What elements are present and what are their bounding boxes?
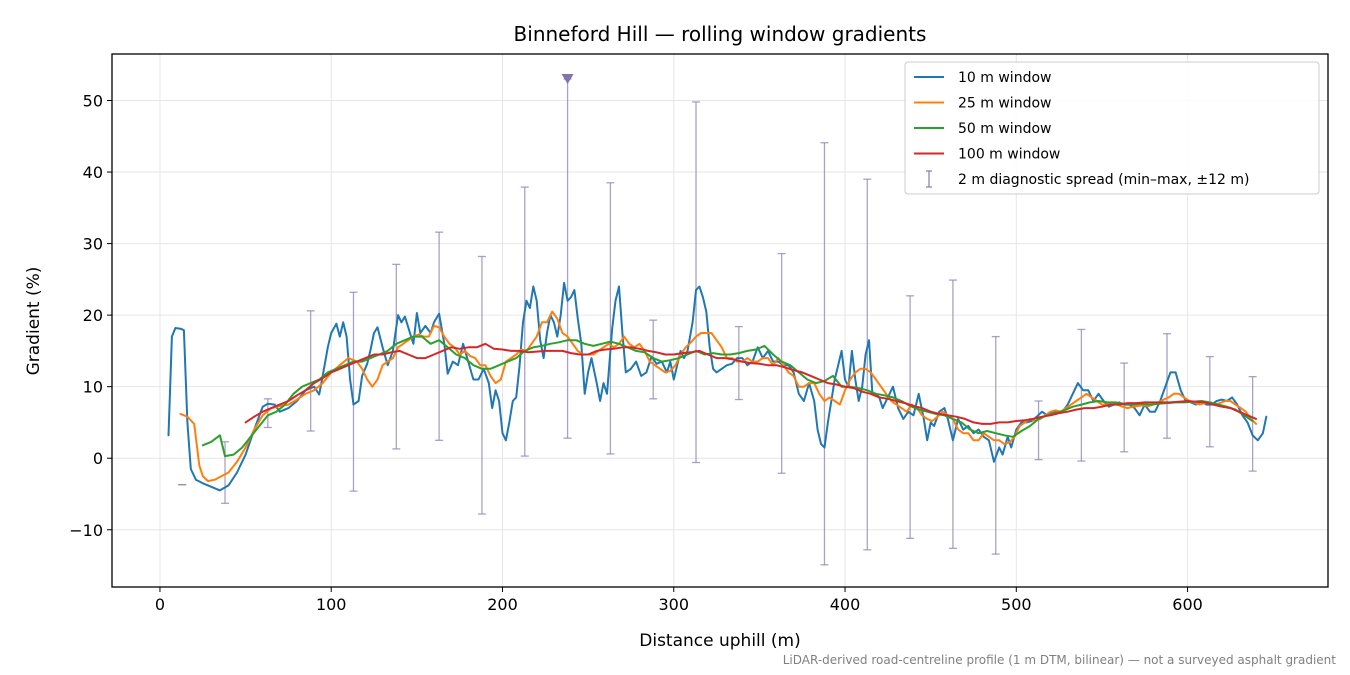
y-tick-label: 30 [83,235,103,254]
diagnostic-spread-bar [306,310,315,432]
y-tick-label: 40 [83,163,103,182]
x-tick-label: 200 [487,595,518,614]
legend-label: 10 m window [958,70,1051,86]
diagnostic-spread-bar [477,255,486,515]
y-tick-label: 10 [83,378,103,397]
plot-frame [111,53,1329,588]
series-line-4 [244,342,1258,425]
y-tick-label: −10 [69,521,103,540]
legend-label: 100 m window [958,147,1060,163]
legend: 10 m window 25 m window 50 m window 100 m w… [904,61,1320,195]
series-line-3 [201,335,1254,458]
diagnostic-spread-bar [1034,400,1043,461]
legend-box [904,61,1320,195]
axis-ticks: 0 100 200 300 400 500 600 −10 0 10 20 30 40 50 [69,92,1203,614]
diagnostic-spread-bar [392,263,401,450]
diagnostic-spread-bar [863,178,872,551]
diagnostic-spread-bar [1248,376,1257,472]
diagnostic-spread-bar [1077,328,1086,462]
legend-label: 25 m window [958,96,1051,112]
diagnostic-spread-bar [435,231,444,441]
clipped-marker [561,74,574,84]
diagnostic-spread-bar [906,295,915,540]
diagnostic-spread-bar [948,279,957,550]
series-line-2 [179,310,1258,483]
y-axis-label: Gradient (%) [24,267,44,376]
diagnostic-spread-bar [563,78,572,439]
x-tick-label: 0 [155,595,165,614]
diagnostic-spread-bar [820,142,829,566]
diagnostic-spread-bar [734,325,743,401]
x-tick-label: 600 [1172,595,1203,614]
diagnostic-spread-bar [349,291,358,492]
series-lines [167,281,1268,492]
y-tick-label: 0 [93,449,103,468]
x-tick-label: 300 [658,595,689,614]
footnote: LiDAR-derived road-centreline profile (1… [783,653,1337,667]
diagnostic-spread-bar [520,186,529,457]
x-tick-label: 400 [830,595,861,614]
diagnostic-spread-bars [178,74,1257,566]
y-tick-label: 50 [83,92,103,111]
diagnostic-spread-bar [991,335,1000,555]
legend-label: 2 m diagnostic spread (min–max, ±12 m) [958,172,1249,188]
diagnostic-spread-bar [692,101,701,464]
x-tick-label: 500 [1001,595,1032,614]
diagnostic-spread-bar [1163,333,1172,439]
legend-label: 50 m window [958,121,1051,137]
x-tick-label: 100 [316,595,347,614]
y-tick-label: 20 [83,306,103,325]
diagnostic-spread-bar [606,182,615,455]
x-axis-label: Distance uphill (m) [639,631,800,651]
chart-title: Binneford Hill — rolling window gradient… [514,22,927,46]
